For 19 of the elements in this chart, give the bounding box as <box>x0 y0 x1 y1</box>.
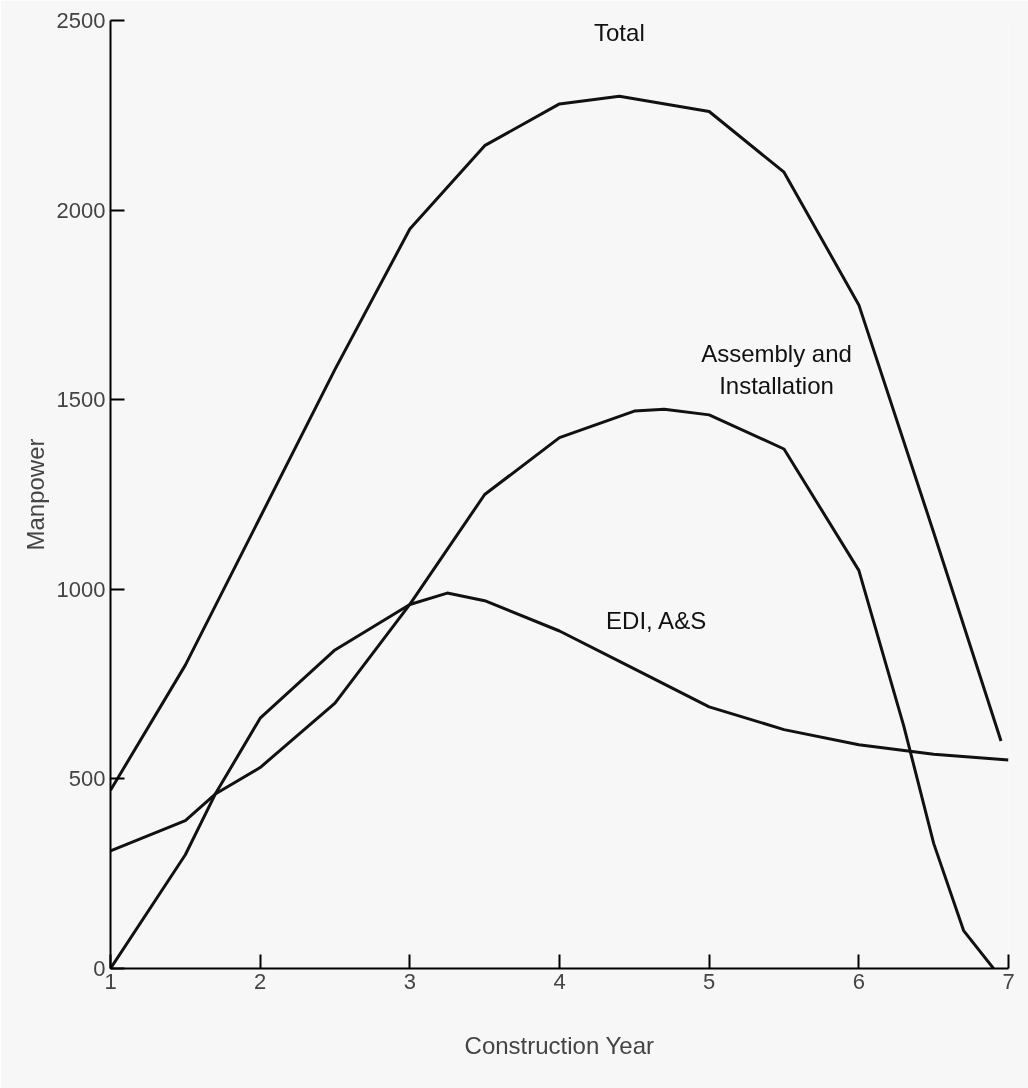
y-tick-label: 2000 <box>56 197 106 223</box>
line-series <box>110 94 1003 792</box>
y-tick-label: 0 <box>93 956 106 981</box>
y-axis-title: Manpower <box>21 438 49 551</box>
x-axis-title: Construction Year <box>464 1031 655 1059</box>
annotation: EDI, A&S <box>606 607 707 635</box>
annotation: Assembly and Installation <box>701 339 852 399</box>
y-tick-label: 2500 <box>56 8 106 33</box>
x-tick-label: 7 <box>1002 968 1015 994</box>
x-tick-label: 5 <box>703 968 716 994</box>
y-tick-label: 1500 <box>56 387 106 413</box>
x-tick-label: 1 <box>104 968 117 994</box>
y-tick-label: 500 <box>68 766 106 792</box>
x-tick-label: 3 <box>403 968 416 994</box>
x-tick-label: 4 <box>553 968 566 994</box>
x-tick-label: 2 <box>254 968 267 994</box>
y-tick-label: 1000 <box>56 576 106 602</box>
annotation: Total <box>594 19 645 47</box>
x-tick-label: 6 <box>852 968 865 994</box>
